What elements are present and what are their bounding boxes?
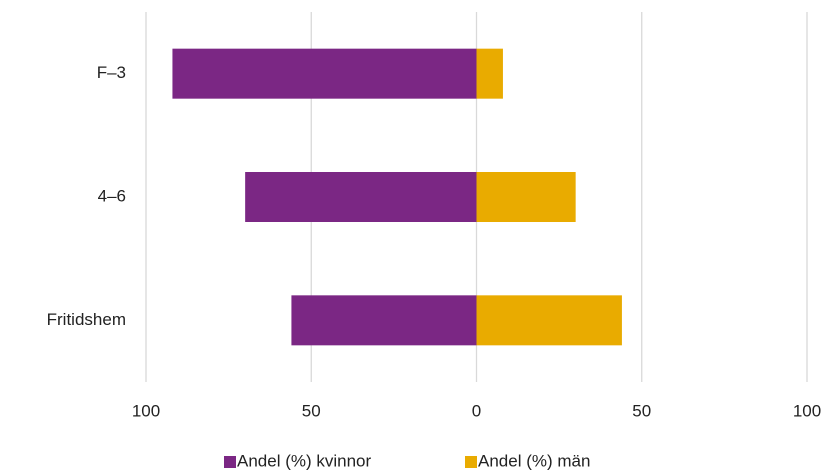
y-tick-label: F–3: [97, 63, 126, 82]
legend-label: Andel (%) män: [478, 451, 590, 470]
x-tick-label: 50: [632, 401, 651, 420]
bar: [172, 48, 477, 99]
y-tick-label: Fritidshem: [47, 310, 126, 329]
legend-swatch: [465, 456, 477, 468]
x-tick-label: 0: [472, 401, 481, 420]
x-tick-label: 100: [793, 401, 821, 420]
bar: [291, 295, 477, 346]
bar: [476, 172, 576, 222]
bar: [245, 172, 477, 222]
x-tick-label: 50: [302, 401, 321, 420]
x-tick-label: 100: [132, 401, 160, 420]
bar: [476, 295, 622, 346]
bar: [476, 48, 503, 99]
legend-swatch: [224, 456, 236, 468]
legend-label: Andel (%) kvinnor: [237, 451, 372, 470]
y-tick-label: 4–6: [98, 186, 126, 205]
